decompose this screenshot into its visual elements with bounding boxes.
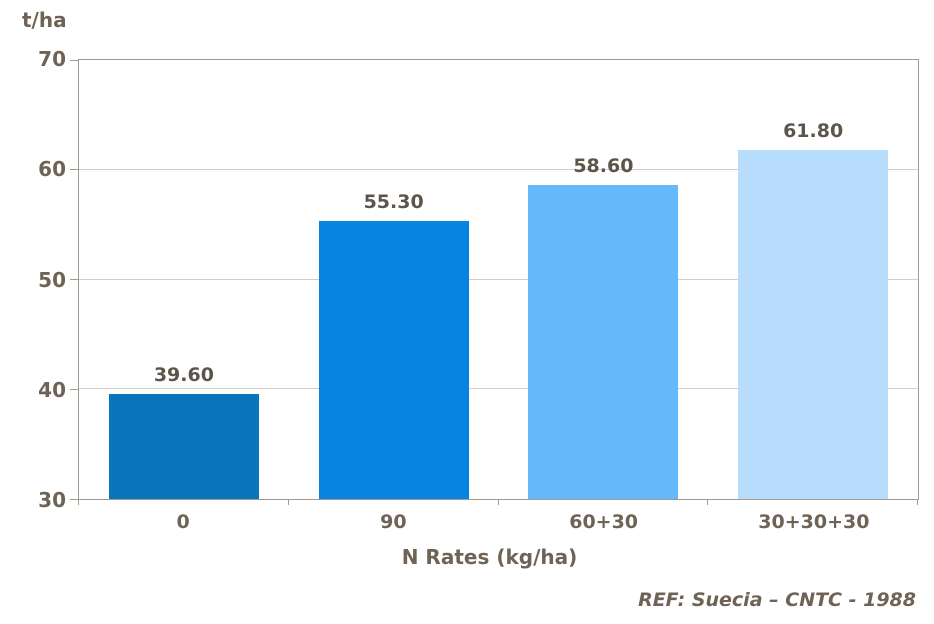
bar-value-label: 61.80 [783, 120, 844, 142]
x-tick-label: 90 [380, 511, 407, 533]
gridline [79, 168, 918, 170]
y-tick-label: 30 [38, 488, 66, 512]
x-tick-label: 30+30+30 [758, 511, 870, 533]
x-axis-tick [497, 499, 499, 505]
y-axis-tick [70, 169, 79, 171]
bar [528, 185, 679, 499]
x-tick-label: 60+30 [569, 511, 639, 533]
y-axis-labels: 30 40 50 60 70 [0, 49, 66, 510]
y-tick-label: 60 [38, 157, 66, 182]
y-axis-tick [70, 59, 79, 61]
reference-caption: REF: Suecia – CNTC - 1988 [638, 589, 916, 611]
bar-value-label: 58.60 [573, 155, 634, 178]
bar [738, 150, 889, 499]
y-axis-unit-label: t/ha [22, 8, 67, 32]
x-axis-tick [287, 499, 289, 505]
bar [318, 221, 469, 499]
y-tick-label: 50 [38, 267, 66, 292]
x-axis-tick [917, 499, 918, 505]
x-axis-title: N Rates (kg/ha) [401, 545, 578, 569]
y-axis-tick [70, 279, 79, 280]
x-tick-label: 0 [176, 511, 190, 533]
bar-value-label: 55.30 [363, 191, 424, 214]
bar-value-label: 39.60 [153, 363, 214, 386]
y-tick-label: 70 [38, 47, 66, 71]
y-axis-tick [70, 498, 79, 500]
y-axis-tick [70, 388, 79, 390]
gridline [79, 278, 918, 280]
bar [108, 393, 259, 499]
x-axis-tick [78, 499, 79, 505]
y-tick-label: 40 [38, 377, 66, 402]
plot-area: 39.60 55.30 58.60 61.80 [70, 59, 919, 505]
gridline [79, 388, 918, 390]
x-axis-labels: 0 90 60+30 30+30+30 [78, 505, 919, 537]
x-axis-tick [707, 499, 709, 505]
